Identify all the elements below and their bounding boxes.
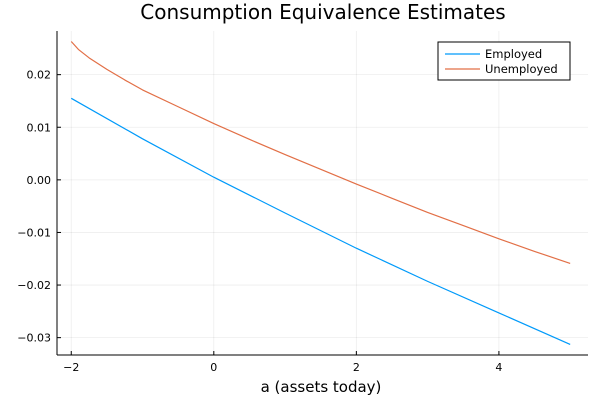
y-tick-label: 0.01 — [27, 121, 52, 134]
x-axis-label: a (assets today) — [261, 378, 382, 396]
y-tick-label: −0.02 — [17, 279, 51, 292]
x-tick-label: −2 — [63, 361, 79, 374]
grid — [57, 31, 588, 355]
axes: −2 0 2 4 0.02 0.01 0.00 −0.01 −0.02 −0.03 — [17, 31, 588, 374]
chart-title: Consumption Equivalence Estimates — [140, 0, 505, 24]
y-tick-label: −0.03 — [17, 332, 51, 345]
y-tick-label: 0.02 — [27, 69, 52, 82]
series-line-employed — [70, 97, 571, 346]
legend-label-employed: Employed — [485, 47, 542, 61]
series-layer — [70, 41, 571, 346]
x-tick-label: 0 — [210, 361, 217, 374]
y-tick-label: 0.00 — [27, 174, 52, 187]
legend-box — [437, 41, 571, 81]
x-tick-label: 4 — [495, 361, 502, 374]
legend-label-unemployed: Unemployed — [485, 62, 558, 76]
y-tick-label: −0.01 — [17, 226, 51, 239]
x-tick-label: 2 — [353, 361, 360, 374]
series-line-unemployed — [70, 41, 571, 265]
